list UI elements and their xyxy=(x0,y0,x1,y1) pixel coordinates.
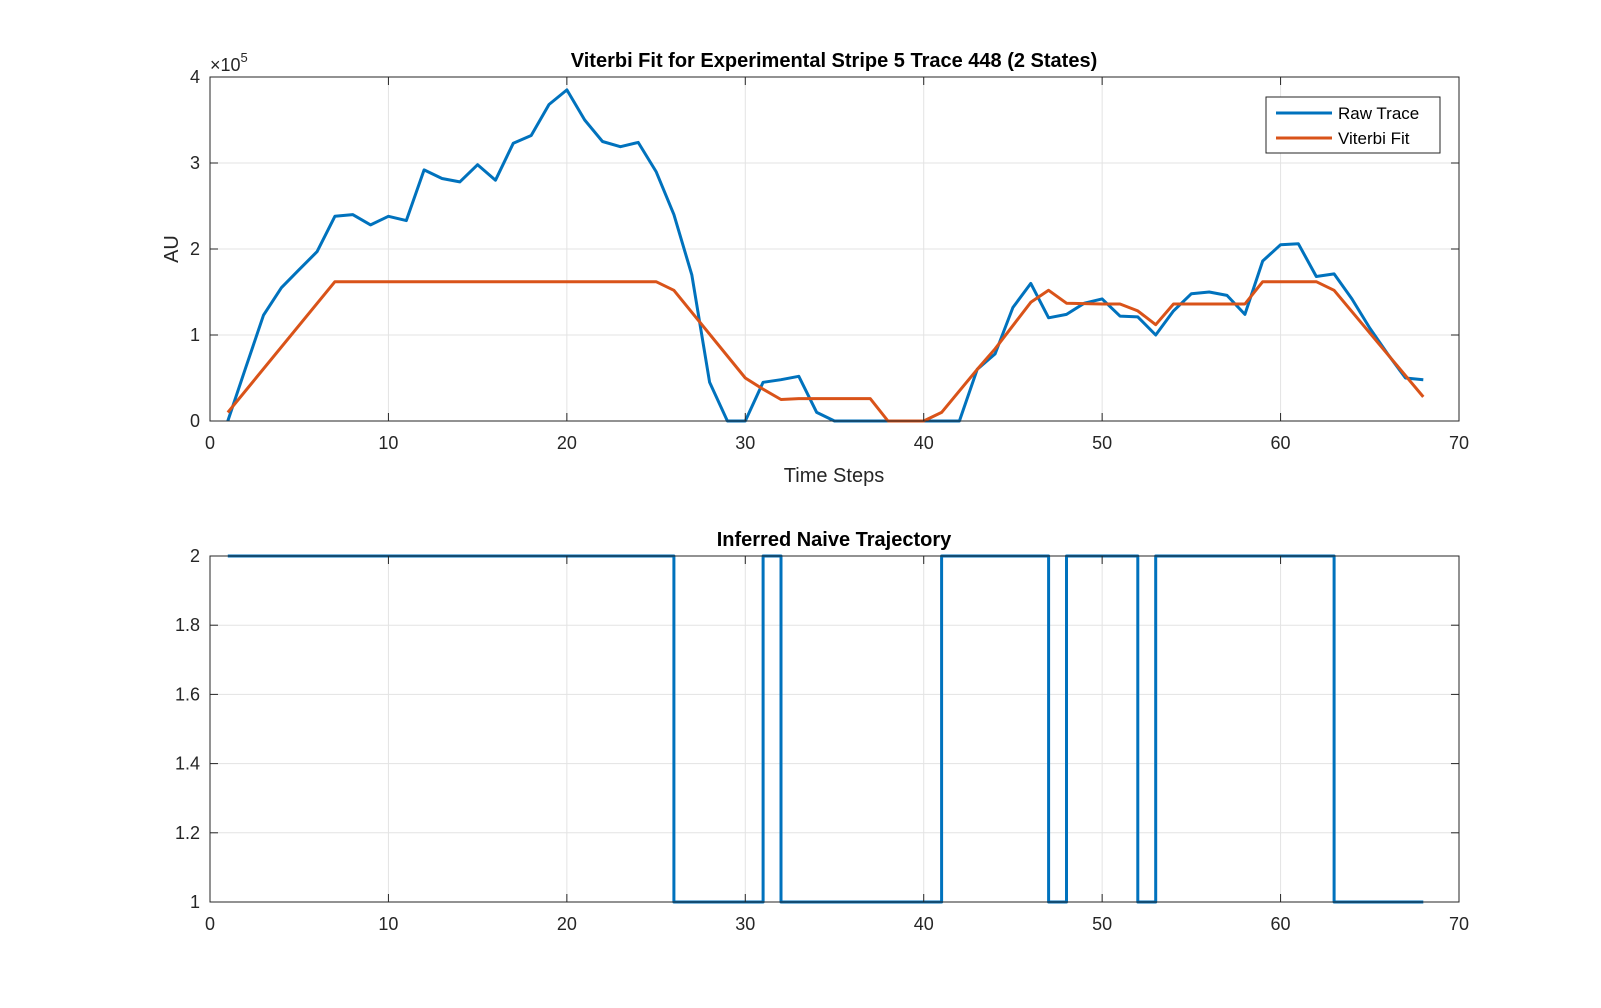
legend-label-viterbi-fit: Viterbi Fit xyxy=(1338,129,1410,148)
bottom-x-tick-label: 10 xyxy=(378,914,398,934)
top-y-tick-label: 0 xyxy=(190,411,200,431)
top-x-tick-label: 50 xyxy=(1092,433,1112,453)
bottom-x-tick-label: 50 xyxy=(1092,914,1112,934)
y-exponent-power: 5 xyxy=(241,50,248,65)
top-line-viterbi-fit xyxy=(226,280,1425,423)
top-x-axis-label: Time Steps xyxy=(784,465,884,487)
bottom-y-tick-label: 1 xyxy=(190,892,200,912)
bottom-axes-background xyxy=(210,556,1459,902)
bottom-y-tick-label: 1.6 xyxy=(175,684,200,704)
top-x-tick-label: 30 xyxy=(735,433,755,453)
bottom-y-tick-label: 1.4 xyxy=(175,754,200,774)
top-plot-lines xyxy=(226,88,1425,423)
top-chart-title: Viterbi Fit for Experimental Stripe 5 Tr… xyxy=(571,50,1098,72)
bottom-plot-lines xyxy=(227,554,1424,904)
top-y-tick-label: 3 xyxy=(190,153,200,173)
bottom-y-tick-label: 1.8 xyxy=(175,615,200,635)
bottom-x-tick-label: 60 xyxy=(1271,914,1291,934)
top-x-tick-label: 60 xyxy=(1271,433,1291,453)
top-line-raw-trace xyxy=(226,88,1424,423)
bottom-line-series-0 xyxy=(227,554,1424,904)
bottom-x-tick-label: 40 xyxy=(914,914,934,934)
top-x-tick-label: 40 xyxy=(914,433,934,453)
bottom-chart-title: Inferred Naive Trajectory xyxy=(717,529,952,551)
top-y-tick-label: 2 xyxy=(190,239,200,259)
bottom-x-tick-label: 0 xyxy=(205,914,215,934)
top-y-axis-label: AU xyxy=(161,235,183,263)
bottom-x-tick-label: 20 xyxy=(557,914,577,934)
top-x-tick-label: 20 xyxy=(557,433,577,453)
top-y-tick-label: 1 xyxy=(190,325,200,345)
legend-label-raw-trace: Raw Trace xyxy=(1338,104,1419,123)
top-x-tick-label: 10 xyxy=(378,433,398,453)
bottom-x-tick-label: 70 xyxy=(1449,914,1469,934)
bottom-ticks: 0 10 20 30 40 50 60 70 1 1.2 1.4 1.6 1.8 2 xyxy=(175,546,1469,934)
bottom-y-tick-label: 2 xyxy=(190,546,200,566)
bottom-axes: 0 10 20 30 40 50 60 70 1 1.2 1.4 1.6 1.8 2 Inferred N… xyxy=(175,529,1469,934)
bottom-x-tick-label: 30 xyxy=(735,914,755,934)
top-x-tick-label: 70 xyxy=(1449,433,1469,453)
legend-box xyxy=(1265,96,1441,154)
legend: Raw Trace Viterbi Fit xyxy=(1265,96,1441,154)
y-exponent-label: ×105 xyxy=(210,50,248,75)
top-x-tick-label: 0 xyxy=(205,433,215,453)
y-exponent-base: ×10 xyxy=(210,55,241,75)
top-axes: 0 10 20 30 40 50 60 70 0 1 2 3 4 Viterbi Fit for Exp… xyxy=(161,50,1469,487)
top-ticks: 0 10 20 30 40 50 60 70 0 1 2 3 4 xyxy=(190,67,1469,453)
bottom-y-tick-label: 1.2 xyxy=(175,823,200,843)
bottom-axes-box xyxy=(209,555,1460,903)
top-y-tick-label: 4 xyxy=(190,67,200,87)
